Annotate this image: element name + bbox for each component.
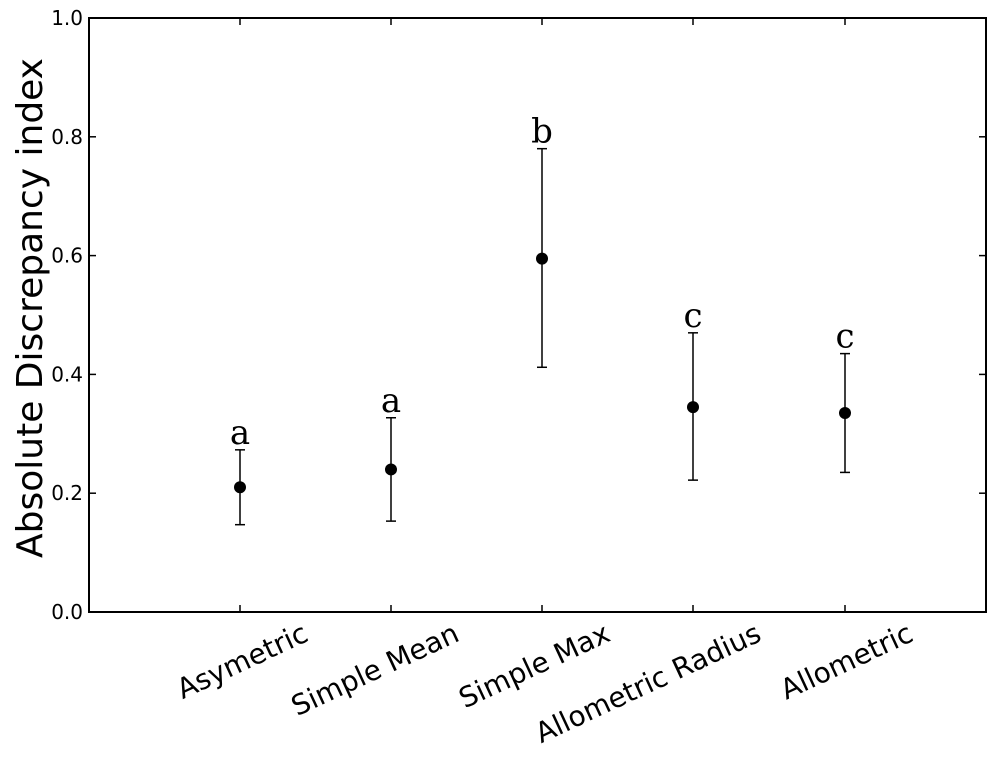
data-point-group: b — [531, 112, 553, 369]
data-point — [234, 481, 246, 494]
group-letter-label: b — [531, 112, 553, 152]
data-point-group: a — [230, 413, 250, 526]
y-ticks: 0.0 0.2 0.4 0.6 0.8 1.0 — [51, 6, 986, 624]
group-letter-label: c — [835, 317, 854, 357]
group-letter-label: c — [683, 296, 702, 336]
data-point — [687, 401, 699, 414]
data-point-group: a — [381, 381, 401, 522]
data-marks: a a b c c — [230, 112, 855, 526]
y-tick-label: 0.2 — [51, 481, 83, 505]
data-point — [385, 463, 397, 476]
group-letter-label: a — [230, 413, 250, 453]
category-label: Allometric — [775, 616, 918, 706]
data-point — [839, 407, 851, 420]
y-tick-label: 0.8 — [51, 125, 83, 149]
plot-axes — [88, 17, 987, 613]
y-tick-label: 0.4 — [51, 362, 83, 386]
y-tick-label: 0.6 — [51, 244, 83, 268]
data-point-group: c — [683, 296, 703, 481]
y-tick-label: 0.0 — [51, 600, 83, 624]
data-point-group: c — [835, 317, 855, 474]
category-label: Simple Mean — [286, 616, 464, 722]
data-point — [536, 252, 548, 265]
group-letter-label: a — [381, 381, 401, 421]
y-tick-label: 1.0 — [51, 6, 83, 30]
plot-frame — [88, 17, 987, 613]
y-axis-label: Absolute Discrepancy index — [10, 58, 51, 558]
